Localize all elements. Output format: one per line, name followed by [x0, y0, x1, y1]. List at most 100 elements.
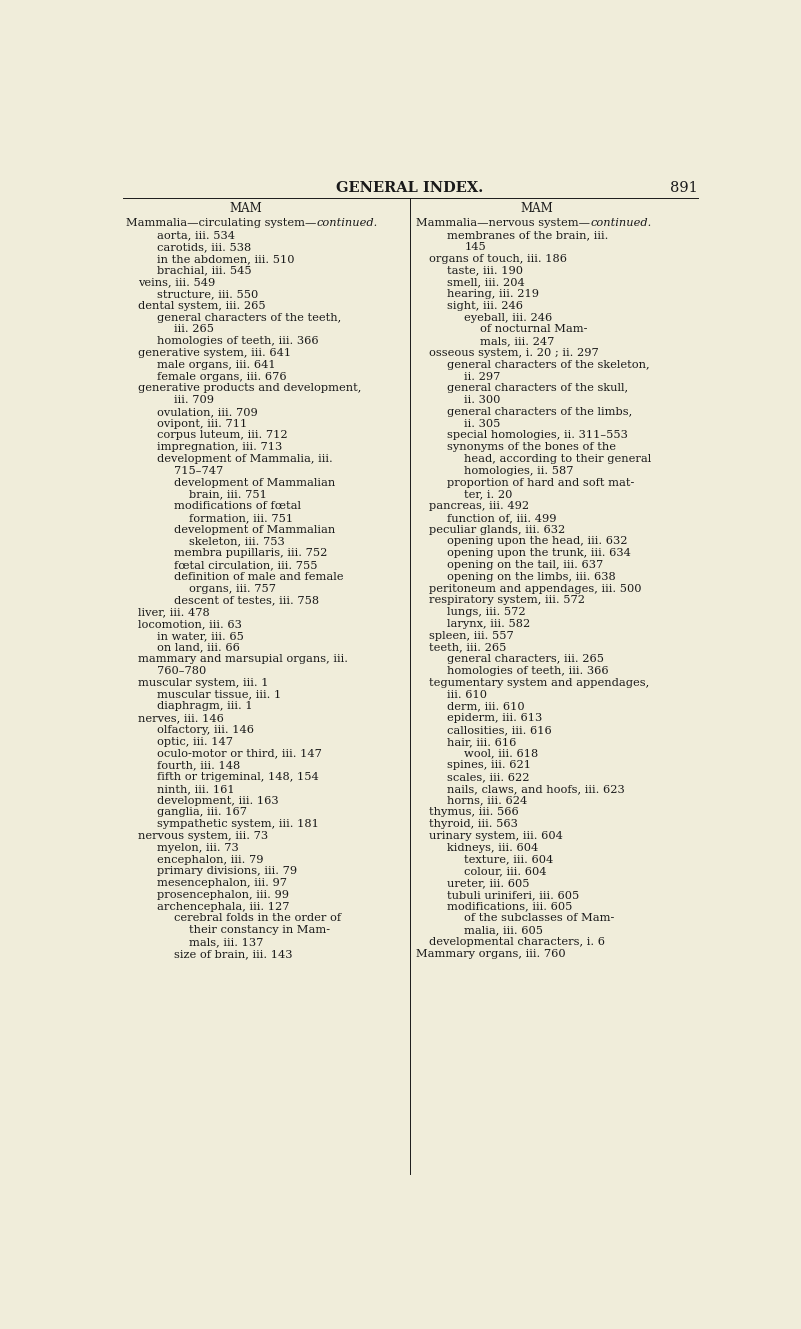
Text: malia, iii. 605: malia, iii. 605 [465, 925, 543, 936]
Text: ganglia, iii. 167: ganglia, iii. 167 [157, 808, 247, 817]
Text: iii. 610: iii. 610 [447, 690, 487, 699]
Text: archencephala, iii. 127: archencephala, iii. 127 [157, 901, 289, 912]
Text: optic, iii. 147: optic, iii. 147 [157, 736, 233, 747]
Text: membra pupillaris, iii. 752: membra pupillaris, iii. 752 [174, 549, 327, 558]
Text: fœtal circulation, iii. 755: fœtal circulation, iii. 755 [174, 560, 317, 570]
Text: ii. 305: ii. 305 [465, 419, 501, 429]
Text: oculo-motor or third, iii. 147: oculo-motor or third, iii. 147 [157, 748, 321, 759]
Text: mammary and marsupial organs, iii.: mammary and marsupial organs, iii. [138, 654, 348, 664]
Text: derm, iii. 610: derm, iii. 610 [447, 702, 525, 711]
Text: homologies of teeth, iii. 366: homologies of teeth, iii. 366 [157, 336, 318, 346]
Text: 760–780: 760–780 [157, 666, 206, 676]
Text: myelon, iii. 73: myelon, iii. 73 [157, 843, 239, 853]
Text: mals, iii. 247: mals, iii. 247 [480, 336, 554, 346]
Text: opening upon the head, iii. 632: opening upon the head, iii. 632 [447, 537, 628, 546]
Text: sight, iii. 246: sight, iii. 246 [447, 300, 523, 311]
Text: formation, iii. 751: formation, iii. 751 [189, 513, 293, 522]
Text: definition of male and female: definition of male and female [174, 571, 344, 582]
Text: general characters of the teeth,: general characters of the teeth, [157, 312, 341, 323]
Text: size of brain, iii. 143: size of brain, iii. 143 [174, 949, 292, 958]
Text: 145: 145 [465, 242, 486, 253]
Text: primary divisions, iii. 79: primary divisions, iii. 79 [157, 867, 297, 876]
Text: homologies of teeth, iii. 366: homologies of teeth, iii. 366 [447, 666, 609, 676]
Text: on land, iii. 66: on land, iii. 66 [157, 642, 239, 653]
Text: development of Mammalia, iii.: development of Mammalia, iii. [157, 455, 332, 464]
Text: nails, claws, and hoofs, iii. 623: nails, claws, and hoofs, iii. 623 [447, 784, 625, 793]
Text: horns, iii. 624: horns, iii. 624 [447, 796, 528, 805]
Text: their constancy in Mam-: their constancy in Mam- [189, 925, 330, 936]
Text: synonyms of the bones of the: synonyms of the bones of the [447, 443, 616, 452]
Text: continued.: continued. [316, 218, 377, 229]
Text: GENERAL INDEX.: GENERAL INDEX. [336, 181, 484, 195]
Text: wool, iii. 618: wool, iii. 618 [465, 748, 538, 759]
Text: homologies, ii. 587: homologies, ii. 587 [465, 465, 574, 476]
Text: peculiar glands, iii. 632: peculiar glands, iii. 632 [429, 525, 565, 534]
Text: locomotion, iii. 63: locomotion, iii. 63 [138, 619, 242, 629]
Text: modifications, iii. 605: modifications, iii. 605 [447, 901, 573, 912]
Text: liver, iii. 478: liver, iii. 478 [138, 607, 210, 617]
Text: ii. 297: ii. 297 [465, 372, 501, 381]
Text: respiratory system, iii. 572: respiratory system, iii. 572 [429, 595, 585, 606]
Text: special homologies, ii. 311–553: special homologies, ii. 311–553 [447, 431, 628, 440]
Text: taste, iii. 190: taste, iii. 190 [447, 266, 523, 275]
Text: muscular tissue, iii. 1: muscular tissue, iii. 1 [157, 690, 281, 699]
Text: spines, iii. 621: spines, iii. 621 [447, 760, 531, 771]
Text: opening upon the trunk, iii. 634: opening upon the trunk, iii. 634 [447, 549, 631, 558]
Text: ii. 300: ii. 300 [465, 395, 501, 405]
Text: ovulation, iii. 709: ovulation, iii. 709 [157, 407, 257, 417]
Text: generative system, iii. 641: generative system, iii. 641 [138, 348, 292, 358]
Text: general characters of the skeleton,: general characters of the skeleton, [447, 360, 650, 369]
Text: prosencephalon, iii. 99: prosencephalon, iii. 99 [157, 890, 288, 900]
Text: hearing, iii. 219: hearing, iii. 219 [447, 290, 539, 299]
Text: veins, iii. 549: veins, iii. 549 [138, 278, 215, 287]
Text: spleen, iii. 557: spleen, iii. 557 [429, 631, 513, 641]
Text: function of, iii. 499: function of, iii. 499 [447, 513, 557, 522]
Text: of the subclasses of Mam-: of the subclasses of Mam- [465, 913, 614, 924]
Text: mals, iii. 137: mals, iii. 137 [189, 937, 264, 948]
Text: development of Mammalian: development of Mammalian [174, 477, 335, 488]
Text: Mammalia—nervous system—: Mammalia—nervous system— [417, 218, 590, 229]
Text: MAM: MAM [229, 202, 262, 215]
Text: colour, iii. 604: colour, iii. 604 [465, 867, 547, 876]
Text: osseous system, i. 20 ; ii. 297: osseous system, i. 20 ; ii. 297 [429, 348, 598, 358]
Text: lungs, iii. 572: lungs, iii. 572 [447, 607, 526, 617]
Text: head, according to their general: head, according to their general [465, 455, 652, 464]
Text: peritoneum and appendages, iii. 500: peritoneum and appendages, iii. 500 [429, 583, 642, 594]
Text: teeth, iii. 265: teeth, iii. 265 [429, 642, 506, 653]
Text: Mammalia—circulating system—: Mammalia—circulating system— [126, 218, 316, 229]
Text: fifth or trigeminal, 148, 154: fifth or trigeminal, 148, 154 [157, 772, 319, 781]
Text: tubuli uriniferi, iii. 605: tubuli uriniferi, iii. 605 [447, 890, 580, 900]
Text: development of Mammalian: development of Mammalian [174, 525, 335, 534]
Text: thymus, iii. 566: thymus, iii. 566 [429, 808, 518, 817]
Text: nerves, iii. 146: nerves, iii. 146 [138, 714, 224, 723]
Text: general characters of the limbs,: general characters of the limbs, [447, 407, 633, 417]
Text: 891: 891 [670, 181, 698, 195]
Text: dental system, iii. 265: dental system, iii. 265 [138, 300, 266, 311]
Text: iii. 709: iii. 709 [174, 395, 214, 405]
Text: nervous system, iii. 73: nervous system, iii. 73 [138, 831, 268, 841]
Text: development, iii. 163: development, iii. 163 [157, 796, 278, 805]
Text: aorta, iii. 534: aorta, iii. 534 [157, 230, 235, 241]
Text: in the abdomen, iii. 510: in the abdomen, iii. 510 [157, 254, 294, 263]
Text: hair, iii. 616: hair, iii. 616 [447, 736, 517, 747]
Text: 715–747: 715–747 [174, 465, 223, 476]
Text: membranes of the brain, iii.: membranes of the brain, iii. [447, 230, 609, 241]
Text: carotids, iii. 538: carotids, iii. 538 [157, 242, 251, 253]
Text: male organs, iii. 641: male organs, iii. 641 [157, 360, 276, 369]
Text: larynx, iii. 582: larynx, iii. 582 [447, 619, 530, 629]
Text: corpus luteum, iii. 712: corpus luteum, iii. 712 [157, 431, 288, 440]
Text: developmental characters, i. 6: developmental characters, i. 6 [429, 937, 605, 948]
Text: scales, iii. 622: scales, iii. 622 [447, 772, 529, 781]
Text: skeleton, iii. 753: skeleton, iii. 753 [189, 537, 285, 546]
Text: ureter, iii. 605: ureter, iii. 605 [447, 878, 529, 888]
Text: female organs, iii. 676: female organs, iii. 676 [157, 372, 286, 381]
Text: urinary system, iii. 604: urinary system, iii. 604 [429, 831, 562, 841]
Text: diaphragm, iii. 1: diaphragm, iii. 1 [157, 702, 252, 711]
Text: organs of touch, iii. 186: organs of touch, iii. 186 [429, 254, 567, 263]
Text: tegumentary system and appendages,: tegumentary system and appendages, [429, 678, 649, 688]
Text: fourth, iii. 148: fourth, iii. 148 [157, 760, 240, 771]
Text: impregnation, iii. 713: impregnation, iii. 713 [157, 443, 282, 452]
Text: texture, iii. 604: texture, iii. 604 [465, 855, 553, 865]
Text: general characters, iii. 265: general characters, iii. 265 [447, 654, 604, 664]
Text: smell, iii. 204: smell, iii. 204 [447, 278, 525, 287]
